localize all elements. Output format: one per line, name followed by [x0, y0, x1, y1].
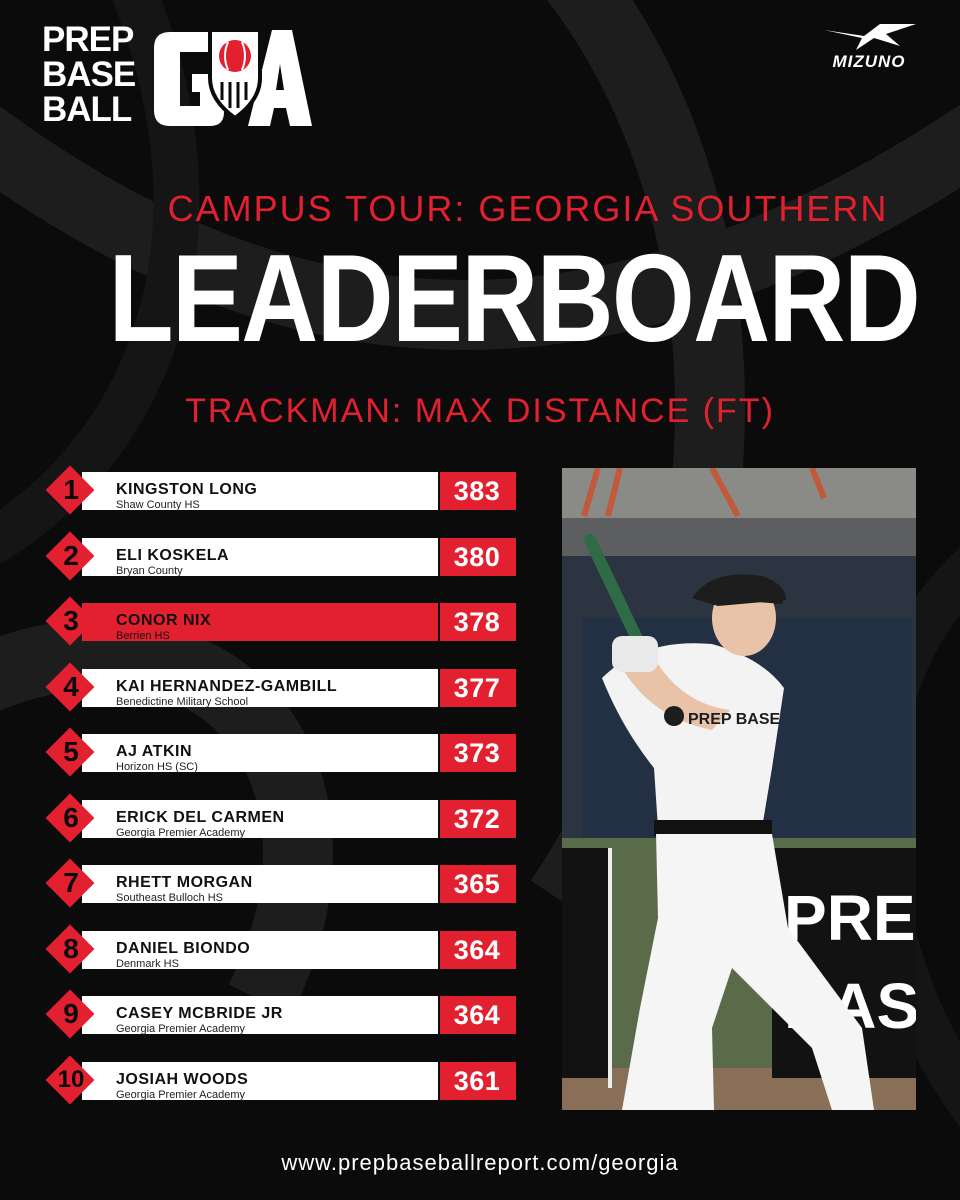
leaderboard-row-7[interactable]: 7 RHETT MORGAN Southeast Bulloch HS 365 [44, 858, 520, 908]
player-name: ELI KOSKELA [116, 547, 230, 564]
player-name: ERICK DEL CARMEN [116, 809, 285, 826]
row-bar [82, 472, 480, 510]
leaderboard-row-8[interactable]: 8 DANIEL BIONDO Denmark HS 364 [44, 924, 520, 974]
player-name: CONOR NIX [116, 612, 212, 629]
leaderboard-row-6[interactable]: 6 ERICK DEL CARMEN Georgia Premier Acade… [44, 793, 520, 843]
footer-url[interactable]: www.prepbaseballreport.com/georgia [281, 1150, 679, 1175]
georgia-ga-mark [154, 28, 312, 126]
row-bar [82, 1062, 480, 1100]
distance-value: 378 [453, 607, 501, 637]
player-name: KAI HERNANDEZ-GAMBILL [116, 678, 338, 695]
distance-value: 380 [453, 542, 501, 572]
player-name: AJ ATKIN [116, 743, 192, 760]
leaderboard-row-1[interactable]: 1 KINGSTON LONG Shaw County HS 383 [44, 465, 520, 515]
logo-line-base: BASE [42, 55, 136, 94]
player-name: RHETT MORGAN [116, 874, 253, 891]
player-photo: PREP BASE PREP BASE [562, 468, 916, 1110]
rank-number: 2 [63, 540, 79, 571]
rank-number: 9 [63, 998, 79, 1029]
logo-line-prep: PREP [42, 20, 134, 59]
rank-number: 10 [57, 1066, 85, 1093]
distance-value: 372 [453, 804, 501, 834]
distance-box [438, 996, 516, 1034]
distance-box [438, 800, 516, 838]
distance-value: 365 [453, 869, 501, 899]
rank-number: 8 [63, 933, 79, 964]
distance-box [438, 538, 516, 576]
row-bar [82, 538, 480, 576]
leaderboard-row-9[interactable]: 9 CASEY MCBRIDE JR Georgia Premier Acade… [44, 989, 520, 1039]
leaderboard-row-10[interactable]: 10 JOSIAH WOODS Georgia Premier Academy … [44, 1055, 520, 1105]
rank-number: 4 [63, 671, 79, 702]
row-bar [82, 800, 480, 838]
logo-line-ball: BALL [42, 90, 132, 129]
distance-box [438, 931, 516, 969]
leaderboard-row-4[interactable]: 4 KAI HERNANDEZ-GAMBILL Benedictine Mili… [44, 662, 520, 712]
distance-value: 377 [453, 673, 501, 703]
batter-illustration: PREP BASE PREP BASE [562, 468, 916, 1110]
distance-box [438, 865, 516, 903]
pbr-logo[interactable]: PREP BASE BALL [42, 22, 312, 134]
player-school: Georgia Premier Academy [116, 1023, 245, 1035]
metric-title: TRACKMAN: MAX DISTANCE (FT) [185, 392, 775, 430]
distance-box [438, 603, 516, 641]
banner-text-prep: PREP [784, 882, 916, 954]
row-bar [82, 931, 480, 969]
rank-number: 5 [63, 736, 79, 767]
row-bar [82, 734, 480, 772]
player-school: Georgia Premier Academy [116, 1089, 245, 1101]
player-name: JOSIAH WOODS [116, 1071, 249, 1088]
rank-number: 3 [63, 605, 79, 636]
player-school: Georgia Premier Academy [116, 827, 245, 839]
distance-value: 373 [453, 738, 501, 768]
distance-box [438, 472, 516, 510]
page-title: LEADERBOARD [108, 230, 920, 368]
player-name: KINGSTON LONG [116, 481, 258, 498]
row-bar [82, 996, 480, 1034]
mizuno-runbird-icon [824, 24, 916, 50]
player-school: Benedictine Military School [116, 696, 249, 708]
player-school: Southeast Bulloch HS [116, 892, 224, 904]
row-bar [82, 603, 480, 641]
leaderboard-row-3[interactable]: 3 CONOR NIX Berrien HS 378 [44, 596, 520, 646]
rank-number: 6 [63, 802, 79, 833]
distance-box [438, 669, 516, 707]
mizuno-wordmark: MIZUNO [832, 52, 906, 71]
mizuno-logo[interactable]: MIZUNO [820, 22, 918, 72]
player-school: Shaw County HS [116, 499, 200, 511]
event-title: CAMPUS TOUR: GEORGIA SOUTHERN [167, 188, 889, 229]
player-name: DANIEL BIONDO [116, 940, 251, 957]
distance-box [438, 734, 516, 772]
row-bar [82, 865, 480, 903]
rank-number: 1 [63, 474, 79, 505]
distance-value: 364 [453, 1000, 501, 1030]
rank-number: 7 [63, 867, 79, 898]
player-school: Horizon HS (SC) [116, 761, 198, 773]
player-school: Berrien HS [116, 630, 170, 642]
distance-box [438, 1062, 516, 1100]
shirt-logo-text: PREP BASE [688, 711, 781, 728]
row-bar [82, 669, 480, 707]
player-school: Bryan County [116, 565, 183, 577]
leaderboard-row-2[interactable]: 2 ELI KOSKELA Bryan County 380 [44, 531, 520, 581]
leaderboard-row-5[interactable]: 5 AJ ATKIN Horizon HS (SC) 373 [44, 727, 520, 777]
player-name: CASEY MCBRIDE JR [116, 1005, 283, 1022]
player-school: Denmark HS [116, 958, 179, 970]
distance-value: 364 [453, 935, 501, 965]
pbr-wordmark: PREP BASE BALL [42, 22, 142, 127]
distance-value: 383 [453, 476, 501, 506]
distance-value: 361 [453, 1066, 501, 1096]
